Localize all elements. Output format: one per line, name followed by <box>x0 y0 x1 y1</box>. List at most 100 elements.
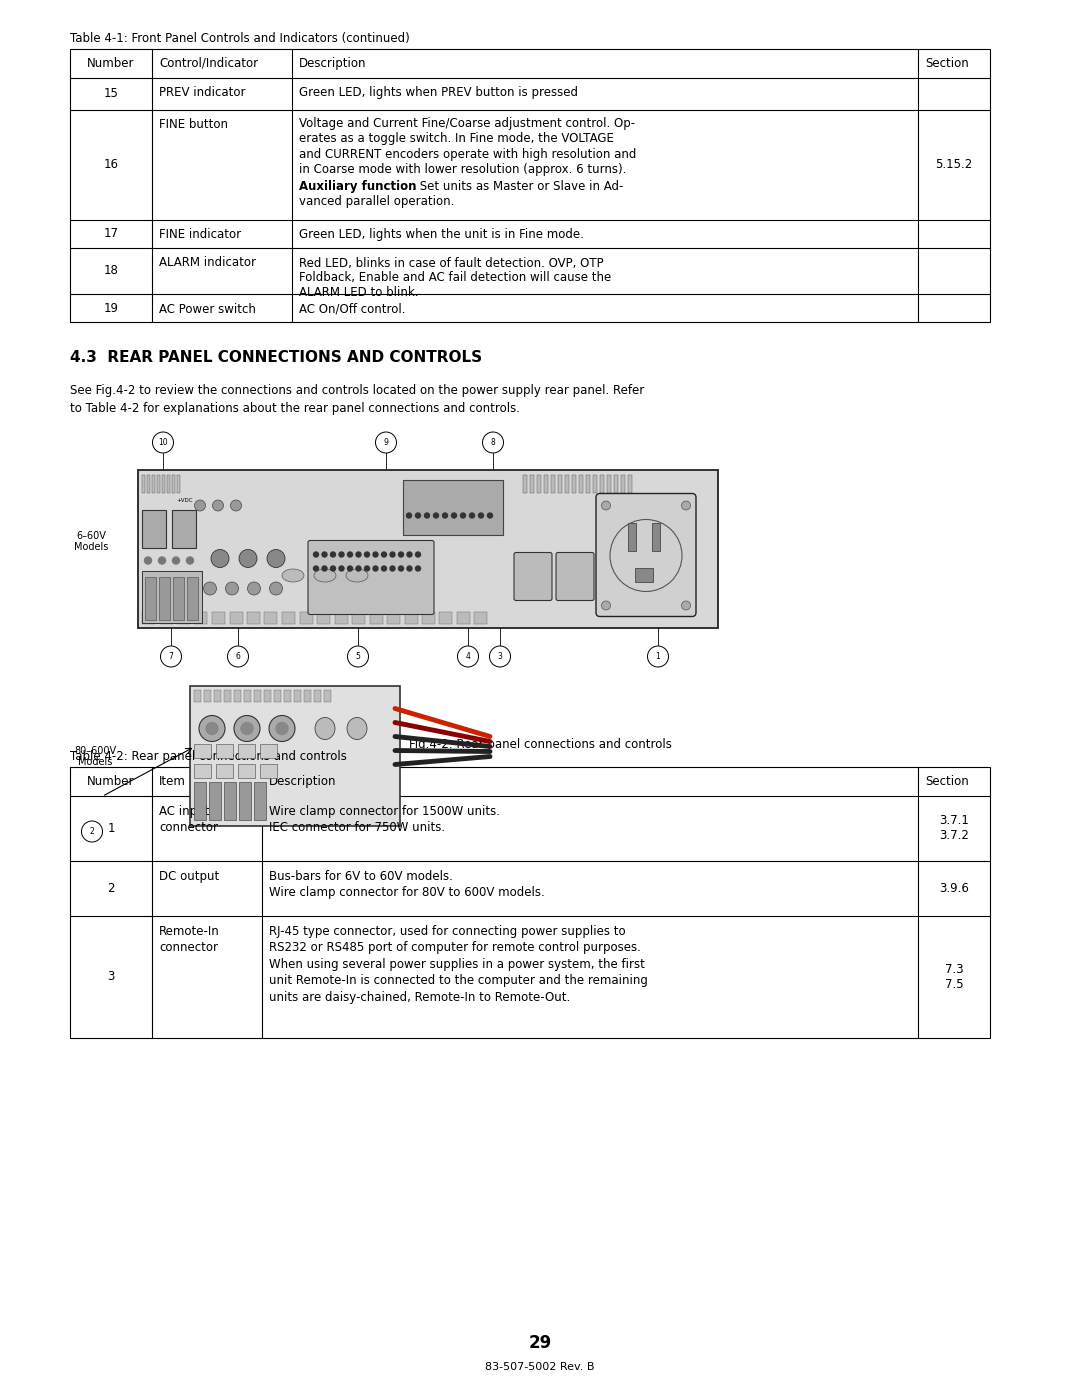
Text: Section: Section <box>924 775 969 788</box>
Bar <box>173 577 184 620</box>
Bar <box>369 612 382 624</box>
Text: Description: Description <box>269 775 337 788</box>
Text: 1: 1 <box>656 652 660 661</box>
Text: AC On/Off control.: AC On/Off control. <box>299 303 405 316</box>
Text: See Fig.4-2 to review the connections and controls located on the power supply r: See Fig.4-2 to review the connections an… <box>70 384 645 398</box>
Circle shape <box>470 513 474 518</box>
Circle shape <box>443 513 447 518</box>
Circle shape <box>267 549 285 567</box>
Bar <box>210 782 221 820</box>
Circle shape <box>416 513 420 518</box>
Text: 2: 2 <box>90 827 94 835</box>
Bar <box>177 612 190 624</box>
Bar <box>405 612 418 624</box>
Bar <box>234 690 241 703</box>
Text: Auxiliary function: Auxiliary function <box>299 180 417 193</box>
Text: Green LED, lights when the unit is in Fine mode.: Green LED, lights when the unit is in Fi… <box>299 228 584 242</box>
Text: 7: 7 <box>168 652 174 661</box>
Text: 1: 1 <box>107 821 114 835</box>
Circle shape <box>145 557 151 564</box>
Circle shape <box>194 500 205 511</box>
Bar <box>177 475 180 493</box>
Bar <box>141 612 156 624</box>
Bar <box>544 475 548 493</box>
Circle shape <box>407 566 411 571</box>
Circle shape <box>483 432 503 453</box>
Text: PREV indicator: PREV indicator <box>159 87 245 99</box>
Circle shape <box>648 645 669 666</box>
Circle shape <box>424 513 430 518</box>
Bar <box>162 475 165 493</box>
Bar <box>141 510 166 549</box>
Bar <box>160 612 173 624</box>
Circle shape <box>478 513 484 518</box>
Bar <box>621 475 625 493</box>
Circle shape <box>356 566 361 571</box>
Bar <box>244 690 251 703</box>
Bar <box>254 782 266 820</box>
Bar <box>159 577 170 620</box>
Text: and CURRENT encoders operate with high resolution and: and CURRENT encoders operate with high r… <box>299 148 636 161</box>
Bar <box>247 612 260 624</box>
Text: ALARM indicator: ALARM indicator <box>159 257 256 270</box>
Text: 80–600V
Models: 80–600V Models <box>75 746 117 767</box>
Bar <box>593 475 597 493</box>
Circle shape <box>199 715 225 742</box>
Ellipse shape <box>346 569 368 583</box>
Bar <box>335 612 348 624</box>
Bar <box>187 577 198 620</box>
Text: AC input
connector: AC input connector <box>159 805 218 834</box>
Circle shape <box>390 552 395 557</box>
Bar <box>141 571 202 623</box>
Text: 17: 17 <box>104 228 119 240</box>
Circle shape <box>416 566 420 571</box>
Bar <box>530 475 534 493</box>
Circle shape <box>211 549 229 567</box>
Text: 6–60V
Models: 6–60V Models <box>75 531 108 552</box>
Bar <box>216 745 233 759</box>
Text: 3.9.6: 3.9.6 <box>940 882 969 895</box>
Bar <box>238 745 255 759</box>
FancyBboxPatch shape <box>308 541 434 615</box>
Text: 8: 8 <box>490 439 496 447</box>
Circle shape <box>203 583 216 595</box>
Circle shape <box>269 715 295 742</box>
Text: Item: Item <box>159 775 186 788</box>
Circle shape <box>458 645 478 666</box>
Text: 9: 9 <box>383 439 389 447</box>
Text: FINE button: FINE button <box>159 117 228 131</box>
Bar <box>523 475 527 493</box>
Bar <box>70 49 990 323</box>
Bar <box>457 612 470 624</box>
Bar <box>214 690 221 703</box>
Bar <box>152 475 156 493</box>
Circle shape <box>376 432 396 453</box>
Text: 2: 2 <box>107 882 114 895</box>
Bar <box>314 690 321 703</box>
Ellipse shape <box>347 718 367 739</box>
Circle shape <box>159 557 165 564</box>
Circle shape <box>373 552 378 557</box>
Bar <box>627 522 636 550</box>
Bar <box>194 782 206 820</box>
Circle shape <box>226 583 239 595</box>
Circle shape <box>373 566 378 571</box>
FancyBboxPatch shape <box>596 493 696 616</box>
Text: Table 4-1: Front Panel Controls and Indicators (continued): Table 4-1: Front Panel Controls and Indi… <box>70 32 409 45</box>
Bar <box>586 475 590 493</box>
Bar <box>194 764 211 778</box>
Circle shape <box>365 566 369 571</box>
Circle shape <box>234 715 260 742</box>
Text: Green LED, lights when PREV button is pressed: Green LED, lights when PREV button is pr… <box>299 87 578 99</box>
Circle shape <box>416 552 420 557</box>
Circle shape <box>381 566 387 571</box>
Bar <box>572 475 576 493</box>
Text: 6: 6 <box>235 652 241 661</box>
Text: 5.15.2: 5.15.2 <box>935 158 973 170</box>
Text: AC Power switch: AC Power switch <box>159 303 256 316</box>
Bar <box>260 745 276 759</box>
Bar <box>172 510 195 549</box>
Bar <box>324 690 330 703</box>
Circle shape <box>187 557 193 564</box>
Bar <box>190 686 400 827</box>
